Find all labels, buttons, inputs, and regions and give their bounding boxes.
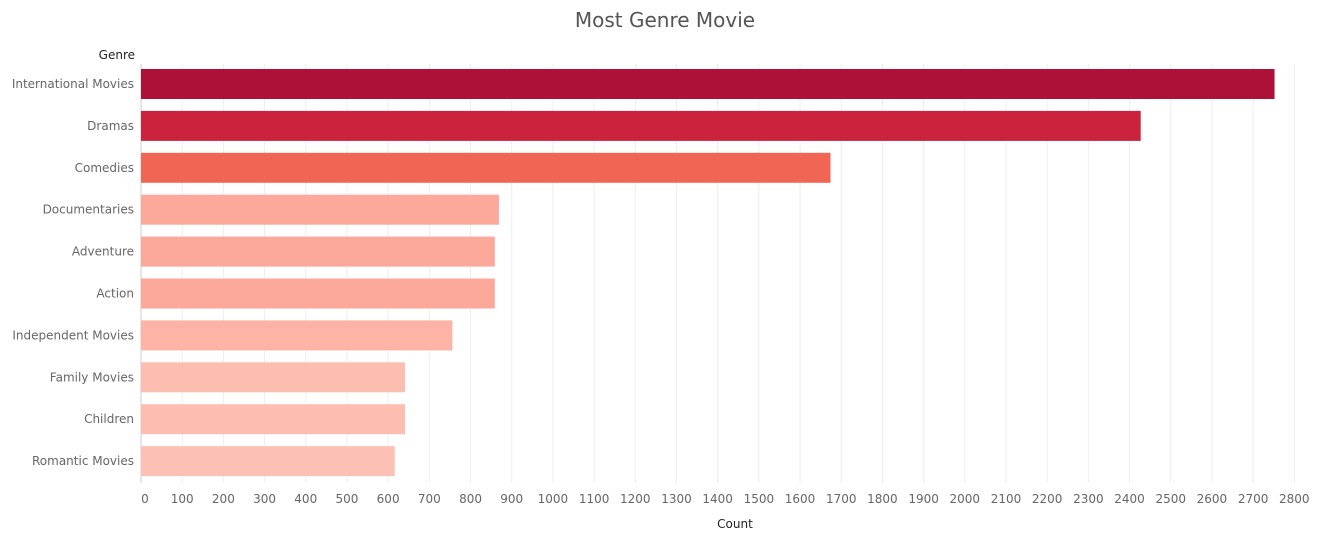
x-tick-label: 1000 [538, 492, 569, 506]
x-tick-label: 1200 [620, 492, 651, 506]
x-tick-label: 2200 [1032, 492, 1063, 506]
y-axis-title: Genre [99, 48, 135, 62]
x-tick-label: 2800 [1279, 492, 1310, 506]
bar-dramas[interactable] [141, 110, 1141, 141]
bar-independent-movies[interactable] [141, 320, 453, 351]
x-tick-label: 1500 [744, 492, 775, 506]
x-tick-label: 0 [141, 492, 149, 506]
x-tick-label: 1800 [867, 492, 898, 506]
x-tick-label: 1400 [702, 492, 733, 506]
x-axis-title: Count [717, 517, 753, 531]
bar-romantic-movies[interactable] [141, 446, 395, 477]
category-label: Action [96, 287, 134, 301]
category-label: Children [84, 412, 134, 426]
bar-action[interactable] [141, 278, 495, 309]
category-label: Independent Movies [12, 328, 134, 342]
chart-title: Most Genre Movie [575, 8, 755, 32]
x-tick-label: 1100 [579, 492, 610, 506]
category-label: Romantic Movies [32, 454, 134, 468]
category-label: Documentaries [43, 203, 134, 217]
bar-adventure[interactable] [141, 236, 495, 267]
x-tick-label: 2400 [1114, 492, 1145, 506]
x-tick-label: 2000 [950, 492, 981, 506]
x-tick-labels: 0 100 200 300 400 500 600 700 800 900 1000 1100 1200… [141, 492, 1309, 506]
x-tick-label: 300 [253, 492, 276, 506]
x-tick-label: 100 [171, 492, 194, 506]
category-label: Dramas [87, 119, 134, 133]
x-tick-label: 400 [294, 492, 317, 506]
category-label: Family Movies [50, 370, 134, 384]
x-tick-label: 1600 [785, 492, 816, 506]
x-tick-label: 1900 [908, 492, 939, 506]
x-tick-label: 2300 [1073, 492, 1104, 506]
x-tick-label: 2600 [1197, 492, 1228, 506]
category-labels: International Movies Dramas Comedies Docume… [12, 77, 134, 468]
x-tick-label: 2500 [1155, 492, 1186, 506]
x-tick-label: 1300 [661, 492, 692, 506]
x-tick-label: 200 [212, 492, 235, 506]
bar-documentaries[interactable] [141, 194, 499, 225]
x-tick-label: 2100 [991, 492, 1022, 506]
x-tick-label: 500 [335, 492, 358, 506]
bar-comedies[interactable] [141, 152, 831, 183]
x-tick-label: 900 [500, 492, 523, 506]
category-label: International Movies [12, 77, 134, 91]
bar-children[interactable] [141, 404, 406, 435]
x-tick-label: 700 [418, 492, 441, 506]
x-tick-label: 800 [459, 492, 482, 506]
bar-international-movies[interactable] [141, 69, 1275, 99]
bars [141, 69, 1275, 477]
bar-family-movies[interactable] [141, 362, 406, 393]
category-label: Adventure [72, 245, 134, 259]
x-tick-label: 1700 [826, 492, 857, 506]
category-label: Comedies [75, 161, 134, 175]
x-tick-label: 600 [377, 492, 400, 506]
x-tick-label: 2700 [1238, 492, 1269, 506]
